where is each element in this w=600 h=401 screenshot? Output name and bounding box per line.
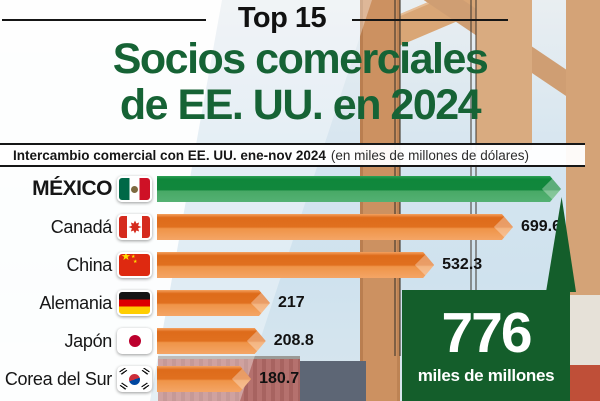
value-label: 217 <box>277 294 305 311</box>
bar-row-germany: Alemania 217 <box>0 290 600 316</box>
country-label: Japón <box>64 330 112 351</box>
bar-track: 532.3 <box>157 252 561 278</box>
maple-leaf-icon <box>128 220 141 234</box>
bar-china <box>157 252 434 278</box>
mexico-flag-icon <box>117 176 152 202</box>
trigram-icon <box>141 382 150 390</box>
bar-row-mexico: MÉXICO <box>0 176 600 202</box>
crane-pillar-icon <box>476 0 532 150</box>
bar-row-china: China ★ ★ ★ 532.3 <box>0 252 600 278</box>
value-label: 532.3 <box>442 256 483 273</box>
header-rule-right <box>352 19 508 21</box>
trigram-icon <box>119 382 128 390</box>
bar-row-south-korea: Corea del Sur 180.7 <box>0 366 600 392</box>
value-label: 180.7 <box>259 370 300 387</box>
country-label: Canadá <box>50 216 113 237</box>
total-highlight-box: 776 miles de millones <box>402 290 570 401</box>
germany-flag-icon <box>117 290 152 316</box>
bar-germany <box>157 290 270 316</box>
header-rule-left <box>2 19 206 21</box>
country-label: Alemania <box>39 292 112 313</box>
bar-south-korea <box>157 366 251 392</box>
star-icon: ★ <box>121 252 131 263</box>
value-label: 699.6 <box>520 218 561 235</box>
trigram-icon <box>141 368 150 376</box>
truck-cab-icon <box>568 365 600 401</box>
bar-row-japan: Japón 208.8 <box>0 328 600 354</box>
shipping-container-gray-icon <box>300 361 366 401</box>
bar-track: 208.8 <box>157 328 561 354</box>
bar-canada <box>157 214 513 240</box>
page-title-line2: de EE. UU. en 2024 <box>119 81 482 129</box>
total-value: 776 <box>441 301 532 365</box>
bar-track <box>157 176 561 202</box>
bar-track: 217 <box>157 290 561 316</box>
star-icon: ★ <box>133 259 138 265</box>
bar-mexico <box>157 176 561 202</box>
total-caption: miles de millones <box>417 366 555 385</box>
top-label: Top 15 <box>237 2 327 34</box>
star-icon: ★ <box>131 254 136 260</box>
subtitle-strip: Intercambio comercial con EE. UU. ene-no… <box>0 143 585 167</box>
china-flag-icon: ★ ★ ★ <box>117 252 152 278</box>
bar-row-canada: Canadá 699.6 <box>0 214 600 240</box>
bar-track: 699.6 <box>157 214 561 240</box>
trigram-icon <box>119 368 128 376</box>
south-korea-flag-icon <box>117 366 152 392</box>
country-label: Corea del Sur <box>4 368 112 389</box>
japan-flag-icon <box>117 328 152 354</box>
taeguk-icon <box>129 373 140 385</box>
bar-japan <box>157 328 266 354</box>
country-label: China <box>66 254 112 275</box>
subtitle-main: Intercambio comercial con EE. UU. ene-no… <box>13 147 326 163</box>
page-title-line1: Socios comerciales <box>112 35 489 83</box>
country-label: MÉXICO <box>32 177 112 200</box>
subtitle-note: (en miles de millones de dólares) <box>330 147 529 163</box>
truck-icon <box>570 295 600 365</box>
bar-track: 180.7 <box>157 366 561 392</box>
value-label: 208.8 <box>273 332 314 349</box>
canada-flag-icon <box>117 214 152 240</box>
